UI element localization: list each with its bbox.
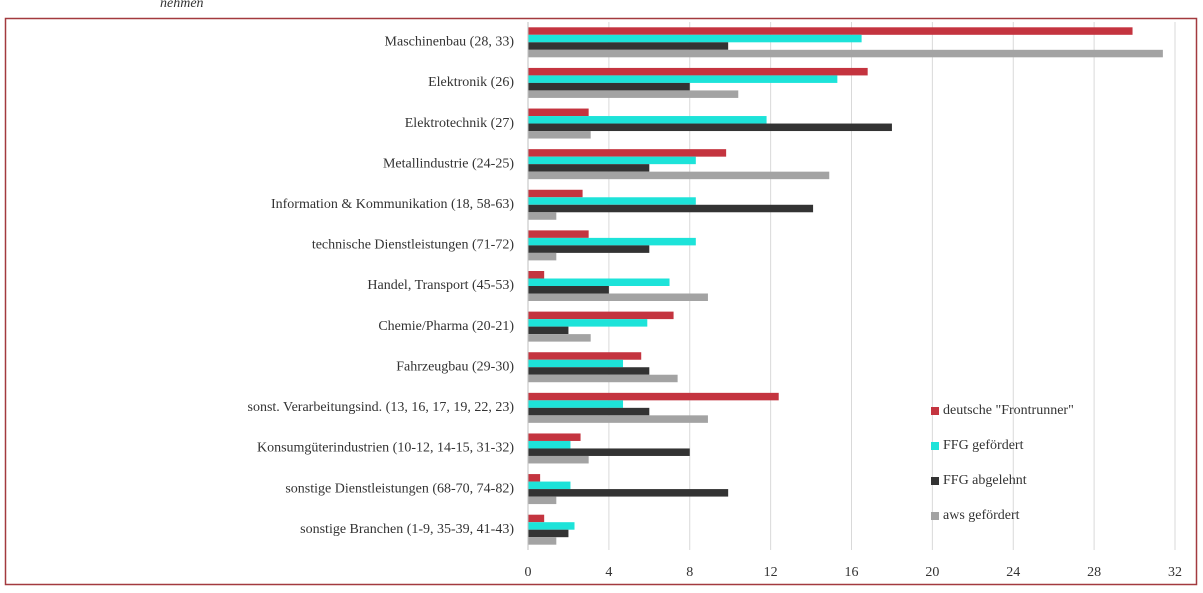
- bar: [528, 514, 545, 523]
- x-tick-label: 8: [686, 565, 693, 580]
- y-tick-label: Metallindustrie (24-25): [383, 156, 514, 171]
- bar: [528, 278, 670, 286]
- bar: [528, 392, 779, 401]
- bar: [528, 311, 674, 320]
- bar: [528, 108, 589, 117]
- bar: [528, 204, 814, 213]
- bar: [528, 197, 696, 205]
- bar: [528, 286, 609, 294]
- bar: [528, 359, 624, 368]
- bar: [528, 237, 696, 246]
- frame: [4, 17, 1198, 586]
- legend-swatch: [931, 512, 939, 520]
- bar: [528, 49, 1163, 58]
- legend-label: FFG gefördert: [943, 438, 1024, 453]
- bar: [528, 489, 729, 497]
- bar: [528, 149, 727, 157]
- bar: [528, 34, 862, 43]
- x-tick-label: 12: [764, 565, 778, 580]
- legend-label: aws gefördert: [943, 508, 1020, 523]
- legend-swatch: [931, 442, 939, 450]
- bar: [528, 42, 729, 50]
- bar: [528, 90, 739, 98]
- legend-swatch: [931, 477, 939, 485]
- bar: [528, 67, 868, 76]
- bar: [528, 123, 892, 132]
- legend-swatch: [931, 407, 939, 415]
- bar: [528, 293, 708, 301]
- bar: [528, 252, 557, 261]
- bar: [528, 116, 767, 124]
- bar: [528, 245, 650, 253]
- y-tick-label: sonstige Dienstleistungen (68-70, 74-82): [285, 481, 514, 496]
- bar: [528, 455, 589, 464]
- y-tick-label: Handel, Transport (45-53): [367, 278, 514, 293]
- bar: [528, 367, 650, 375]
- x-tick-label: 20: [925, 565, 939, 580]
- bar: [528, 82, 690, 91]
- bar: [528, 334, 591, 342]
- x-tick-label: 16: [845, 565, 859, 580]
- bar: [528, 415, 708, 423]
- chart-title: nehmen: [160, 0, 204, 11]
- bar: [528, 400, 624, 408]
- y-tick-label: Maschinenbau (28, 33): [385, 35, 515, 50]
- bar: [528, 131, 591, 139]
- bar: [528, 407, 650, 416]
- x-tick-label: 0: [525, 565, 532, 580]
- y-tick-label: sonst. Verarbeitungsind. (13, 16, 17, 19…: [248, 400, 515, 415]
- legend-label: FFG abgelehnt: [943, 473, 1027, 488]
- bar: [528, 433, 581, 441]
- bar: [528, 230, 589, 238]
- bar: [528, 326, 569, 335]
- bar: [528, 537, 557, 545]
- y-tick-label: Konsumgüterindustrien (10-12, 14-15, 31-…: [257, 441, 514, 456]
- x-tick-label: 28: [1087, 565, 1101, 580]
- bar: [528, 481, 571, 490]
- y-tick-label: sonstige Branchen (1-9, 35-39, 41-43): [300, 522, 514, 537]
- bar: [528, 529, 569, 538]
- bar: [528, 164, 650, 172]
- y-tick-label: Elektronik (26): [428, 75, 514, 90]
- x-tick-label: 4: [605, 565, 612, 580]
- bar: [528, 271, 545, 279]
- y-tick-label: Elektrotechnik (27): [405, 116, 515, 131]
- bar: [528, 75, 838, 83]
- bar: [528, 319, 648, 327]
- x-tick-label: 32: [1168, 565, 1182, 580]
- bar: [528, 496, 557, 505]
- x-tick-label: 24: [1006, 565, 1020, 580]
- bar: [528, 189, 583, 198]
- bar: [528, 440, 571, 449]
- bar: [528, 352, 642, 360]
- y-tick-label: technische Dienstleistungen (71-72): [312, 238, 515, 253]
- bar: [528, 171, 830, 180]
- bar: [528, 156, 696, 165]
- bar: [528, 212, 557, 220]
- bar: [528, 374, 678, 383]
- bar: [528, 27, 1133, 35]
- y-tick-label: Chemie/Pharma (20-21): [378, 319, 514, 334]
- bar: [528, 474, 541, 482]
- y-tick-label: Fahrzeugbau (29-30): [396, 359, 514, 374]
- y-tick-label: Information & Kommunikation (18, 58-63): [271, 197, 514, 212]
- bar: [528, 522, 575, 530]
- legend-label: deutsche "Frontrunner": [943, 403, 1074, 418]
- bar: [528, 448, 690, 456]
